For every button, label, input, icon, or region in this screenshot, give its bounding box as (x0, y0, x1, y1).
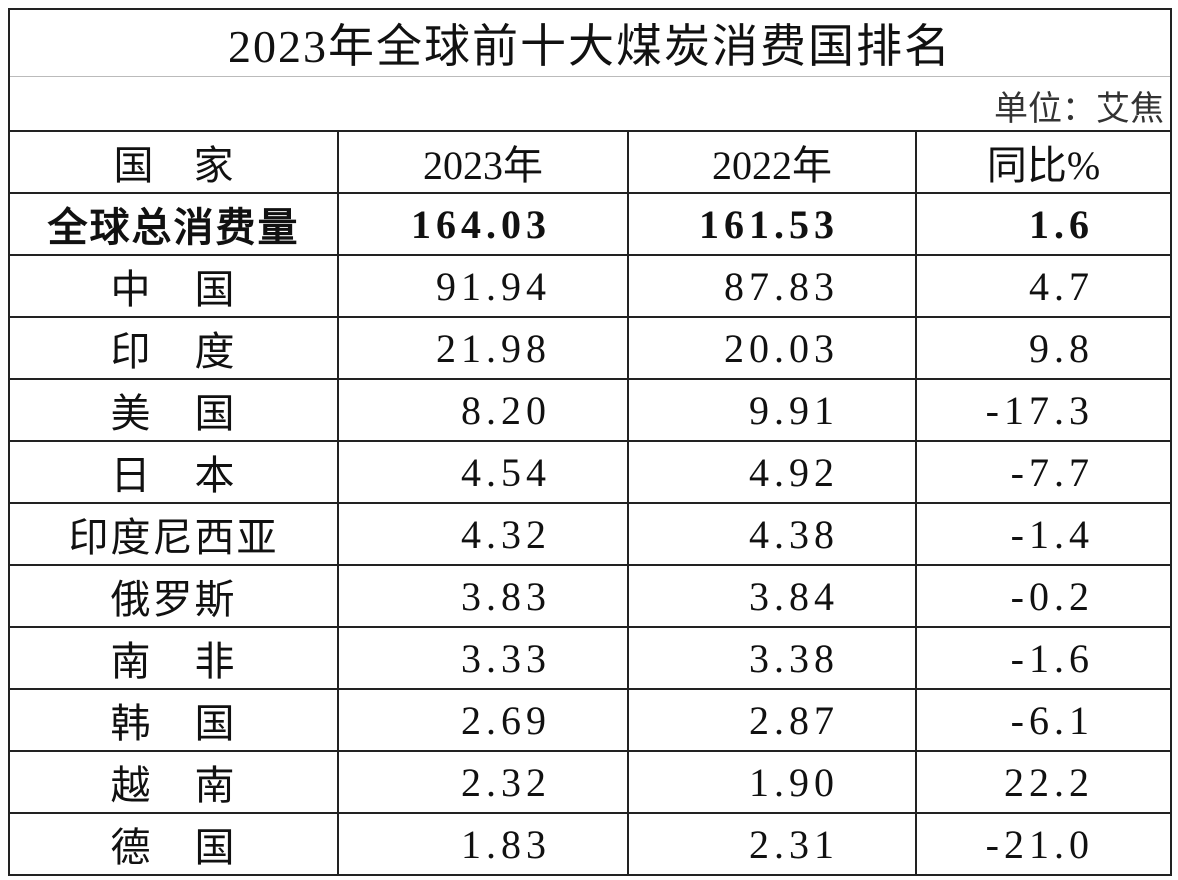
value-cell: 22.2 (915, 750, 1172, 814)
country-cell: 全球总消费量 (8, 192, 339, 256)
country-cell: 韩 国 (8, 688, 339, 752)
value-cell: 4.92 (627, 440, 917, 504)
value-cell: 2.87 (627, 688, 917, 752)
header-cell: 2022年 (627, 130, 917, 194)
value-cell: 87.83 (627, 254, 917, 318)
value-cell: 161.53 (627, 192, 917, 256)
value-cell: 4.54 (337, 440, 629, 504)
header-cell: 国 家 (8, 130, 339, 194)
country-cell: 印 度 (8, 316, 339, 380)
value-cell: 9.91 (627, 378, 917, 442)
country-cell: 越 南 (8, 750, 339, 814)
country-row: 印度尼西亚 4.32 4.38 -1.4 (8, 502, 1172, 566)
value-cell: -1.4 (915, 502, 1172, 566)
country-row: 印 度 21.98 20.03 9.8 (8, 316, 1172, 380)
value-cell: 3.83 (337, 564, 629, 628)
unit-row: 单位：艾焦 (8, 76, 1172, 132)
value-cell: -0.2 (915, 564, 1172, 628)
value-cell: 4.7 (915, 254, 1172, 318)
value-cell: 1.83 (337, 812, 629, 876)
country-cell: 印度尼西亚 (8, 502, 339, 566)
country-row: 日 本 4.54 4.92 -7.7 (8, 440, 1172, 504)
value-cell: 4.32 (337, 502, 629, 566)
value-cell: 1.6 (915, 192, 1172, 256)
value-cell: -21.0 (915, 812, 1172, 876)
value-cell: -17.3 (915, 378, 1172, 442)
country-cell: 中 国 (8, 254, 339, 318)
country-cell: 俄罗斯 (8, 564, 339, 628)
country-row: 德 国 1.83 2.31 -21.0 (8, 812, 1172, 876)
value-cell: 20.03 (627, 316, 917, 380)
country-cell: 南 非 (8, 626, 339, 690)
value-cell: 8.20 (337, 378, 629, 442)
value-cell: 91.94 (337, 254, 629, 318)
value-cell: -1.6 (915, 626, 1172, 690)
header-cell: 2023年 (337, 130, 629, 194)
value-cell: 4.38 (627, 502, 917, 566)
value-cell: 2.32 (337, 750, 629, 814)
country-row: 韩 国 2.69 2.87 -6.1 (8, 688, 1172, 752)
country-cell: 德 国 (8, 812, 339, 876)
title: 2023年全球前十大煤炭消费国排名 (8, 8, 1172, 77)
table-body: 2023年全球前十大煤炭消费国排名 单位：艾焦 国 家 2023年 2022年 同比%… (8, 8, 1172, 876)
value-cell: 2.69 (337, 688, 629, 752)
country-row: 美 国 8.20 9.91 -17.3 (8, 378, 1172, 442)
country-cell: 日 本 (8, 440, 339, 504)
country-row: 越 南 2.32 1.90 22.2 (8, 750, 1172, 814)
value-cell: 3.84 (627, 564, 917, 628)
value-cell: 164.03 (337, 192, 629, 256)
country-row: 南 非 3.33 3.38 -1.6 (8, 626, 1172, 690)
value-cell: 9.8 (915, 316, 1172, 380)
value-cell: 3.38 (627, 626, 917, 690)
value-cell: 21.98 (337, 316, 629, 380)
total-row: 全球总消费量 164.03 161.53 1.6 (8, 192, 1172, 256)
country-cell: 美 国 (8, 378, 339, 442)
value-cell: 1.90 (627, 750, 917, 814)
value-cell: -6.1 (915, 688, 1172, 752)
country-row: 中 国 91.94 87.83 4.7 (8, 254, 1172, 318)
title-row: 2023年全球前十大煤炭消费国排名 (8, 8, 1172, 77)
unit: 单位：艾焦 (8, 76, 1172, 132)
coal-table: 2023年全球前十大煤炭消费国排名 单位：艾焦 国 家 2023年 2022年 同比%… (8, 8, 1172, 876)
value-cell: -7.7 (915, 440, 1172, 504)
value-cell: 3.33 (337, 626, 629, 690)
value-cell: 2.31 (627, 812, 917, 876)
header-cell: 同比% (915, 130, 1172, 194)
country-row: 俄罗斯 3.83 3.84 -0.2 (8, 564, 1172, 628)
header-row: 国 家 2023年 2022年 同比% (8, 130, 1172, 194)
